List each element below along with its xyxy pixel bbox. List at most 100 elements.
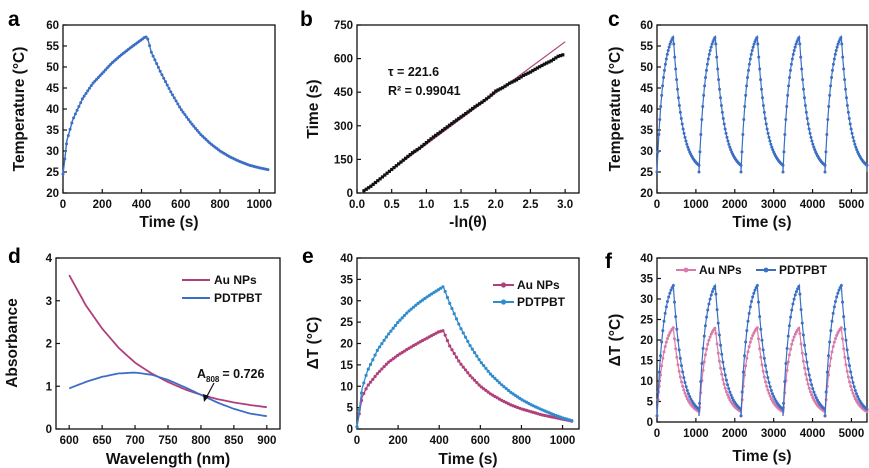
data-point <box>722 122 726 126</box>
data-point <box>747 62 751 66</box>
data-point <box>659 354 662 358</box>
data-point <box>811 387 815 391</box>
data-point <box>761 103 765 107</box>
data-point <box>509 390 513 394</box>
data-point <box>755 326 759 330</box>
data-point <box>806 382 810 386</box>
data-point <box>452 312 456 316</box>
data-point <box>491 91 496 95</box>
data-point <box>721 378 725 382</box>
data-point <box>677 348 681 352</box>
data-point <box>392 166 396 170</box>
data-point <box>528 70 533 74</box>
data-point <box>72 116 76 120</box>
data-point <box>146 37 150 41</box>
data-point <box>761 369 765 373</box>
data-point <box>746 319 750 323</box>
data-point <box>514 78 519 82</box>
data-point <box>535 66 539 70</box>
data-point <box>722 382 726 386</box>
data-point <box>825 370 829 374</box>
absorbance-curve-pdtpbt <box>68 371 267 418</box>
data-point <box>765 370 769 374</box>
data-point <box>715 308 719 312</box>
data-point <box>699 132 703 136</box>
y-tick-label: 20 <box>46 188 59 200</box>
data-point <box>840 42 844 46</box>
data-point <box>853 388 857 392</box>
data-point <box>706 342 710 346</box>
data-point <box>473 105 477 109</box>
data-point <box>852 385 856 389</box>
data-point <box>727 387 731 391</box>
data-point <box>501 86 505 90</box>
data-point <box>709 332 713 336</box>
data-point <box>768 385 772 389</box>
data-point <box>787 324 791 328</box>
y-tick-label: 30 <box>340 296 353 308</box>
data-point <box>463 335 468 339</box>
data-point <box>756 42 760 46</box>
x-tick-label: 1000 <box>683 199 709 211</box>
data-point <box>750 299 753 303</box>
data-point <box>697 163 701 167</box>
data-point <box>384 335 388 339</box>
data-point <box>521 73 526 77</box>
data-point <box>745 329 749 333</box>
data-point <box>477 102 482 106</box>
data-point <box>144 35 148 39</box>
data-point <box>834 299 837 303</box>
delta-t-curve <box>356 329 573 428</box>
data-point <box>266 168 270 172</box>
x-tick-label: 0 <box>654 428 660 440</box>
data-point <box>486 390 490 394</box>
data-point <box>397 162 401 166</box>
y-tick-label: 15 <box>340 360 353 372</box>
data-point <box>491 374 495 378</box>
data-point <box>371 358 375 362</box>
data-point <box>798 332 802 336</box>
data-point <box>500 383 504 387</box>
y-tick-label: 25 <box>640 315 653 327</box>
x-tick-label: 2.5 <box>522 199 539 211</box>
data-point <box>389 329 393 333</box>
plot-frame-b <box>356 24 580 194</box>
data-point <box>785 105 789 109</box>
y-tick-label: 45 <box>46 83 59 95</box>
data-point <box>487 95 491 99</box>
x-tick-label: 0.0 <box>349 199 365 211</box>
data-point <box>429 137 433 141</box>
x-tick-label: 3.0 <box>557 199 573 211</box>
data-point <box>793 293 797 297</box>
data-point <box>702 334 706 338</box>
x-tick-label: 1.5 <box>453 199 470 211</box>
data-point <box>865 409 869 413</box>
data-point <box>171 93 175 97</box>
data-point <box>750 48 754 52</box>
data-point <box>724 390 728 394</box>
data-point <box>425 295 429 299</box>
data-point <box>195 128 199 132</box>
data-point <box>549 59 553 63</box>
data-point <box>781 407 785 411</box>
data-point <box>785 347 789 351</box>
data-point <box>805 378 809 382</box>
data-point <box>472 350 477 355</box>
data-point <box>804 110 808 114</box>
data-point <box>89 84 93 88</box>
data-point <box>482 98 486 103</box>
data-point <box>662 350 666 354</box>
panel-c: c 20 25 30 35 40 45 50 55 60 0 1000 2000 3000 4000 500… <box>607 8 869 231</box>
data-point <box>761 348 765 352</box>
data-point <box>747 311 751 315</box>
data-point <box>682 131 686 135</box>
data-point <box>825 132 829 136</box>
data-point <box>420 298 425 302</box>
data-point <box>797 326 801 330</box>
data-point <box>91 81 95 85</box>
data-point <box>359 391 364 395</box>
data-point <box>751 295 755 299</box>
absorbance-curve-au-nps <box>68 274 267 409</box>
data-point <box>368 380 373 384</box>
